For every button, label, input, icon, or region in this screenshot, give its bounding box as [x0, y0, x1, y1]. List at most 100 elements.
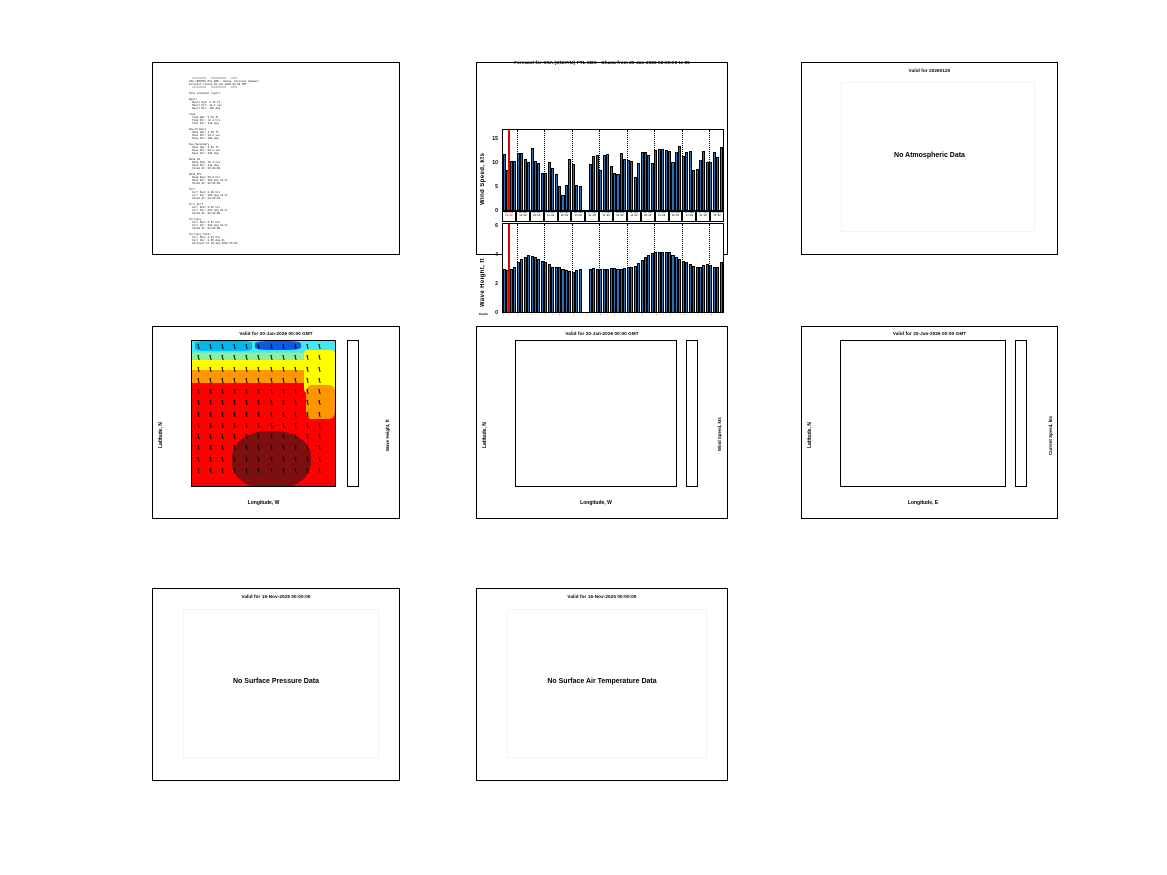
timeseries-bar [588, 268, 593, 312]
date-tick-cell: 26-Jan 14:00 [682, 211, 697, 222]
timeseries-bar [637, 163, 641, 210]
current-map-plot-area [840, 340, 1006, 487]
hour-tick-label: . [596, 313, 599, 316]
atmospheric-empty-axes [841, 82, 1035, 232]
hour-tick-label: . [589, 313, 592, 316]
date-tick-cell: 23-Jan 14:00 [599, 211, 613, 222]
timeseries-bar [503, 268, 507, 312]
timeseries-bar [719, 147, 723, 210]
report-line: Wind_Sfc [189, 173, 202, 176]
gridline [654, 224, 656, 312]
date-tick-cell: 22-Jan 02:00 [557, 211, 572, 222]
date-tick-cell: 24-Jan 14:00 [626, 211, 641, 222]
report-line: Wind Spd: 10.4 kts [189, 161, 221, 164]
timeseries-bar [688, 151, 692, 210]
hour-tick-label: . [541, 313, 543, 316]
gridline [681, 224, 684, 312]
wave-map-colorbar [347, 340, 359, 487]
timeseries-bar [630, 266, 634, 312]
report-line: Tide Per: 12.4 hrs [189, 119, 221, 122]
timeseries-bar [595, 154, 599, 210]
report-line: Wind Spd: 09.6 kts [189, 176, 221, 179]
wind-colorbar-title: Wind Speed, kts [717, 417, 722, 451]
report-line: Forecast to 26-Jan-2026 05:00 [189, 242, 238, 245]
timeseries-bar [554, 267, 558, 312]
vector-arrow [294, 366, 297, 372]
hour-tick-label: | [530, 313, 533, 316]
timeseries-bar [685, 151, 689, 210]
contour-fill [516, 341, 676, 486]
hour-tick-label: . [659, 313, 661, 316]
timeseries-bar [509, 268, 513, 312]
hour-tick-label: . [638, 313, 640, 316]
date-tick-cell: 25-Jan 02:00 [640, 211, 655, 222]
current-map-ylabel: Latitude, N [807, 422, 813, 448]
timeseries-bar [702, 151, 706, 210]
date-tick-cell: 21-Jan 14:00 [543, 211, 558, 222]
vector-arrow [306, 366, 309, 372]
timeseries-bar [685, 262, 689, 312]
hour-tick-label: . [693, 313, 696, 316]
airtemp-empty-axes [507, 609, 707, 758]
timeseries-bar [698, 160, 703, 210]
report-line: Curr Dir: 088 deg 24-hr [189, 224, 228, 227]
report-line: Forecast issued 20-Jan-2026 02:00 GMT [189, 83, 247, 86]
hour-tick-label: . [509, 313, 512, 316]
axis-tick-label: 4 [495, 252, 498, 259]
atmospheric-title: Valid for 20260120 [908, 68, 951, 73]
timeseries-bar [523, 256, 527, 312]
timeseries-bar [668, 151, 672, 210]
report-line: Valid At: 02:00:00 [189, 167, 221, 170]
report-line: Valid At: 02:00:00 [189, 227, 221, 230]
airtemp-title: Valid for 15-Nov-2025 00:00:00 [567, 594, 637, 599]
current-colorbar-title: Current Speed, kts [1048, 415, 1053, 455]
gridline [654, 130, 656, 210]
gridline [626, 224, 629, 312]
timeseries-bar [513, 266, 517, 312]
report-line: ========= ========== ==== [189, 77, 238, 80]
hour-tick-label: . [555, 313, 557, 316]
timeseries-bar [575, 270, 579, 312]
axis-tick-label: 0 [495, 310, 498, 317]
date-tick-cell: 27-Jan 14:00 [710, 211, 724, 222]
wind-speed-axis-label: Wind Speed, kts [480, 152, 486, 205]
timeseries-bar [647, 154, 651, 210]
contour-region [306, 384, 335, 420]
vector-arrow [306, 456, 309, 462]
timeseries-bar [547, 264, 551, 312]
date-tick-cell: 26-Jan 02:00 [668, 211, 683, 222]
wave-map-title: Valid for 20-Jan-2026 00:00 GMT [239, 331, 313, 336]
timeseries-bar [678, 145, 682, 210]
wind-map-title: Valid for 20-Jan-2026 00:00 GMT [565, 331, 639, 336]
timeseries-bar [558, 185, 562, 210]
timeseries-bar [540, 172, 544, 210]
hour-tick-label: . [700, 313, 703, 316]
vector-arrow [306, 411, 309, 417]
contour-region [194, 341, 253, 352]
timeseries-bar [592, 155, 596, 210]
hour-tick-label: . [579, 313, 581, 316]
timeseries-bar [561, 194, 565, 210]
report-line: Seas Per: 10.6 sec [189, 134, 221, 137]
hour-tick-label: . [568, 313, 571, 316]
current-map-xlabel: Longitude, E [907, 500, 939, 506]
hour-tick-label: | [683, 313, 685, 316]
timeseries-bar [530, 147, 534, 210]
timeseries-bar [602, 155, 606, 210]
timeseries-bar [712, 266, 716, 312]
hour-tick-label: | [641, 313, 644, 316]
timeseries-bar [623, 158, 627, 210]
timeseries-panel: Forecast for CSA (ONHYM) PTL EBS - Ghana… [476, 60, 728, 316]
report-line: Seas Per: 09.8 sec [189, 149, 221, 152]
gridline [571, 224, 574, 312]
vector-arrow [281, 456, 285, 462]
hour-tick-label: . [610, 313, 612, 316]
hour-tick-label: . [676, 313, 678, 316]
hour-tick-label: . [520, 313, 522, 316]
hour-tick-label: . [707, 313, 710, 316]
axis-tick-label: 10 [492, 160, 498, 167]
timeseries-bar [513, 161, 517, 210]
timeseries-bar [613, 173, 617, 210]
date-tick-cell: 21-Jan 02:00 [529, 211, 544, 222]
hour-tick-label: . [620, 313, 623, 316]
